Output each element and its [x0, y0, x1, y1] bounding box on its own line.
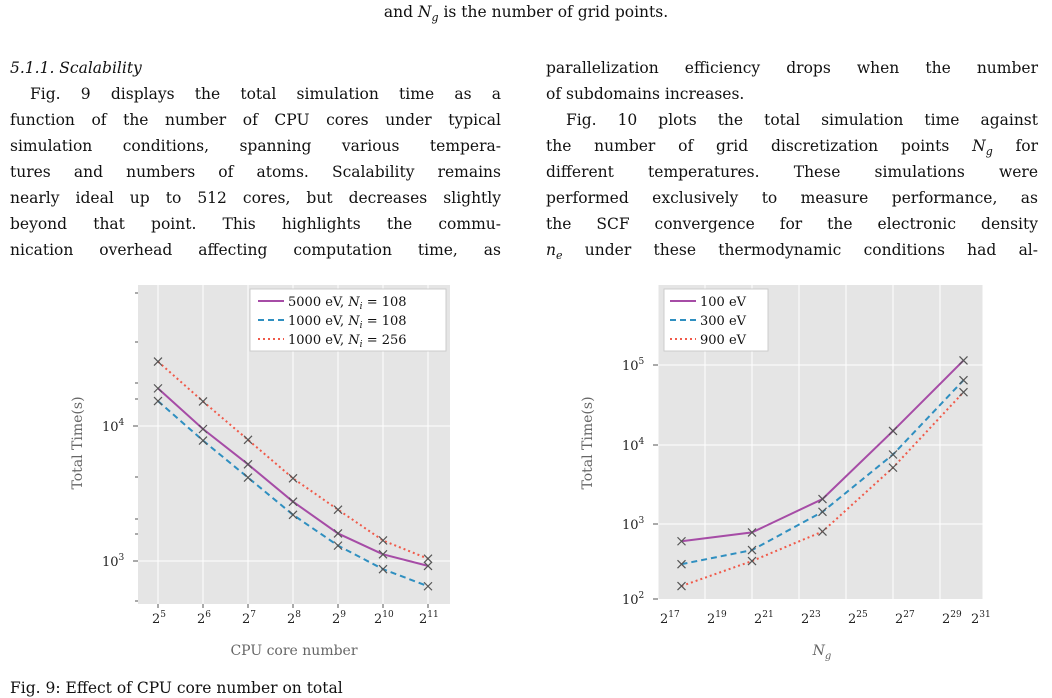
y-tick-label: 103: [622, 516, 645, 533]
scalability-chart: 25 26 27 28 29 210 211 104 103 CPU core …: [70, 285, 450, 659]
right-paragraph-line: of subdomains increases.: [546, 85, 745, 103]
left-paragraph-line: Fig. 9 displays the total simulation tim…: [30, 85, 501, 103]
x-tick-label: 28: [287, 610, 301, 627]
legend-entry: 300 eV: [700, 314, 747, 329]
x-tick-label: 227: [895, 610, 915, 627]
x-tick-label: 229: [942, 610, 962, 627]
x-tick-label: 211: [419, 610, 439, 627]
y-tick-label: 102: [622, 591, 644, 608]
figure-caption-fragment: and Ng is the number of grid points.: [383, 3, 669, 25]
x-axis-label: Ng: [812, 643, 832, 662]
x-tick-label: 221: [754, 610, 774, 627]
x-axis-label: CPU core number: [230, 643, 357, 659]
right-paragraph-line: the SCF convergence for the electronic d…: [546, 215, 1038, 233]
grid-points-data-point-marker: [959, 387, 968, 397]
scalability-data-point-marker: [378, 536, 388, 545]
scalability-data-point-marker: [288, 497, 298, 507]
grid-points-data-point-marker: [818, 507, 827, 517]
scalability-data-point-marker: [198, 397, 208, 406]
x-tick-label: 25: [152, 610, 166, 627]
scalability-data-point-marker: [243, 459, 253, 469]
y-axis-label: Total Time(s): [580, 396, 596, 489]
right-paragraph-line: performed exclusively to measure perform…: [546, 189, 1038, 207]
grid-points-data-point-marker: [677, 581, 686, 591]
scalability-data-point-marker: [198, 424, 208, 434]
left-paragraph-line: beyond that point. This highlights the c…: [10, 215, 501, 233]
x-tick-labels: 217 219 221 223 225 227 229 231: [660, 610, 991, 627]
scalability-data-point-marker: [378, 564, 388, 574]
x-tick-label: 223: [801, 610, 821, 627]
y-tick-label: 103: [102, 553, 125, 570]
grid-points-data-point-marker: [888, 450, 898, 459]
figure-9-caption-fragment: Fig. 9: Effect of CPU core number on tot…: [10, 679, 343, 697]
grid-points-data-point-marker: [818, 527, 827, 536]
scalability-data-point-marker: [333, 541, 343, 551]
scalability-data-point-marker: [378, 549, 388, 559]
series-lines: [153, 357, 433, 591]
scalability-data-point-marker: [423, 561, 433, 571]
grid-points-data-point-marker: [818, 494, 827, 504]
x-tick-label: 27: [242, 610, 256, 627]
scalability-data-point-marker: [153, 357, 163, 367]
x-tick-labels: 25 26 27 28 29 210 211: [152, 610, 439, 627]
x-tick-label: 219: [707, 610, 727, 627]
right-paragraph-line: Fig. 10 plots the total simulation time …: [566, 111, 1038, 129]
scalability-data-point-marker: [423, 581, 433, 591]
grid-points-data-point-marker: [747, 556, 757, 566]
series-lines: [677, 356, 968, 591]
scalability-data-point-marker: [333, 529, 343, 538]
scalability-data-point-marker: [153, 396, 163, 406]
legend-entry: 1000 eV, Ni = 256: [288, 333, 407, 350]
legend-entry: 1000 eV, Ni = 108: [288, 314, 407, 331]
grid-points-data-point-marker: [888, 426, 898, 436]
left-paragraph-line: simulation conditions, spanning various …: [10, 137, 501, 155]
x-tick-label: 210: [374, 610, 394, 627]
scalability-data-point-marker: [153, 383, 163, 393]
right-paragraph-line: parallelization efficiency drops when th…: [546, 59, 1038, 77]
legend: 5000 eV, Ni = 108 1000 eV, Ni = 108 1000…: [249, 288, 447, 352]
scalability-data-point-marker: [423, 554, 433, 564]
left-paragraph-line: nication overhead affecting computation …: [10, 241, 501, 259]
y-tick-label: 104: [102, 418, 125, 435]
scalability-data-point-marker: [243, 435, 253, 445]
grid-points-data-point-marker: [959, 375, 968, 385]
y-axis-label: Total Time(s): [70, 396, 86, 489]
grid-points-data-point-marker: [888, 463, 898, 473]
x-tick-label: 231: [971, 610, 991, 627]
y-ticks: [133, 292, 138, 602]
x-tick-label: 225: [848, 610, 868, 627]
x-ticks: [157, 604, 429, 608]
x-tick-label: 29: [332, 610, 346, 627]
x-tick-label: 26: [197, 610, 211, 627]
y-ticks: [653, 364, 658, 600]
scalability-data-point-marker: [288, 473, 298, 483]
left-paragraph-line: nearly ideal up to 512 cores, but decrea…: [10, 189, 501, 207]
legend-entry: 5000 eV, Ni = 108: [288, 295, 407, 312]
legend-entry: 900 eV: [700, 333, 747, 348]
legend: 100 eV 300 eV 900 eV: [663, 288, 769, 352]
grid-points-data-point-marker: [747, 527, 757, 537]
y-tick-label: 105: [622, 357, 645, 374]
x-tick-label: 217: [660, 610, 680, 627]
grid-points-data-point-marker: [677, 536, 686, 546]
scalability-data-point-marker: [198, 436, 208, 445]
left-paragraph-line: tures and numbers of atoms. Scalability …: [10, 163, 501, 181]
grid-points-data-point-marker: [959, 356, 968, 365]
scalability-data-point-marker: [243, 473, 253, 482]
right-paragraph-line: different temperatures. These simulation…: [546, 163, 1038, 181]
right-paragraph-line: the number of grid discretization points…: [546, 137, 1038, 159]
scalability-data-point-marker: [333, 505, 343, 515]
grid-points-chart: 105 104 103 102 217 219 221 223 225 227 …: [580, 285, 991, 662]
section-heading: 5.1.1. Scalability: [10, 59, 142, 77]
left-paragraph-line: function of the number of CPU cores unde…: [10, 111, 501, 129]
grid-points-data-point-marker: [677, 559, 686, 569]
y-tick-label: 104: [622, 437, 645, 454]
scalability-data-point-marker: [288, 510, 298, 520]
grid-points-data-point-marker: [747, 545, 757, 555]
right-paragraph-line: ne under these thermodynamic conditions …: [546, 241, 1038, 263]
legend-entry: 100 eV: [700, 295, 747, 310]
